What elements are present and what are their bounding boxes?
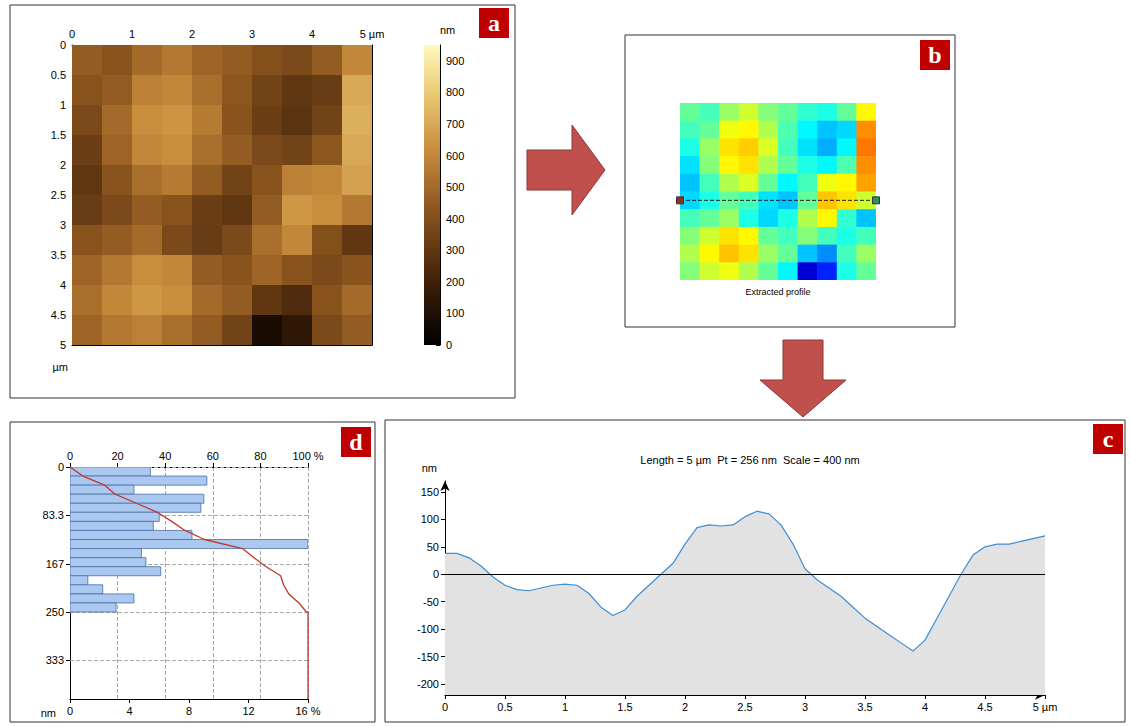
svg-text:0: 0 (442, 701, 448, 713)
svg-text:300: 300 (446, 244, 464, 256)
svg-text:a: a (488, 10, 500, 36)
svg-text:2.5: 2.5 (51, 189, 66, 201)
svg-text:100: 100 (421, 513, 439, 525)
svg-text:c: c (1103, 426, 1114, 452)
svg-text:0: 0 (67, 705, 73, 717)
svg-text:4: 4 (60, 279, 66, 291)
svg-text:0: 0 (60, 39, 66, 51)
svg-text:100: 100 (446, 307, 464, 319)
svg-text:200: 200 (446, 276, 464, 288)
svg-text:400: 400 (446, 213, 464, 225)
svg-text:60: 60 (207, 450, 219, 462)
svg-text:-50: -50 (423, 596, 439, 608)
svg-text:nm: nm (41, 707, 56, 719)
svg-text:1: 1 (129, 28, 135, 40)
svg-text:nm: nm (422, 462, 437, 474)
svg-text:2: 2 (189, 28, 195, 40)
svg-text:333: 333 (46, 654, 64, 666)
svg-text:83.3: 83.3 (43, 509, 64, 521)
svg-text:4: 4 (126, 705, 132, 717)
svg-text:2: 2 (60, 159, 66, 171)
svg-text:1: 1 (562, 701, 568, 713)
svg-text:1.5: 1.5 (51, 129, 66, 141)
svg-text:0.5: 0.5 (497, 701, 512, 713)
svg-text:0: 0 (69, 28, 75, 40)
svg-text:3: 3 (249, 28, 255, 40)
svg-text:5: 5 (60, 339, 66, 351)
svg-text:900: 900 (446, 55, 464, 67)
svg-text:80: 80 (254, 450, 266, 462)
svg-text:5 µm: 5 µm (360, 28, 385, 40)
svg-text:167: 167 (46, 558, 64, 570)
svg-text:500: 500 (446, 181, 464, 193)
svg-text:600: 600 (446, 150, 464, 162)
svg-text:100 %: 100 % (292, 450, 323, 462)
svg-text:16 %: 16 % (295, 705, 320, 717)
svg-text:nm: nm (440, 24, 455, 36)
svg-text:µm: µm (52, 361, 68, 373)
svg-text:12: 12 (242, 705, 254, 717)
svg-text:4.5: 4.5 (51, 309, 66, 321)
svg-text:1: 1 (60, 99, 66, 111)
svg-text:40: 40 (159, 450, 171, 462)
svg-text:-100: -100 (417, 623, 439, 635)
svg-text:4: 4 (922, 701, 928, 713)
svg-text:b: b (928, 42, 941, 68)
svg-text:8: 8 (186, 705, 192, 717)
svg-text:2.5: 2.5 (737, 701, 752, 713)
svg-text:0: 0 (58, 461, 64, 473)
svg-text:0: 0 (433, 568, 439, 580)
svg-text:50: 50 (427, 541, 439, 553)
svg-text:250: 250 (46, 606, 64, 618)
svg-text:-200: -200 (417, 678, 439, 690)
svg-text:800: 800 (446, 86, 464, 98)
svg-text:0.5: 0.5 (51, 69, 66, 81)
svg-text:3: 3 (60, 219, 66, 231)
svg-text:Extracted profile: Extracted profile (745, 287, 810, 297)
svg-text:1.5: 1.5 (617, 701, 632, 713)
svg-text:0: 0 (67, 450, 73, 462)
svg-text:5 µm: 5 µm (1033, 701, 1058, 713)
svg-text:3.5: 3.5 (857, 701, 872, 713)
svg-text:d: d (349, 429, 363, 455)
svg-text:150: 150 (421, 486, 439, 498)
svg-text:4.5: 4.5 (977, 701, 992, 713)
svg-text:3: 3 (802, 701, 808, 713)
svg-text:0: 0 (446, 339, 452, 351)
svg-text:20: 20 (111, 450, 123, 462)
svg-text:4: 4 (309, 28, 315, 40)
svg-text:3.5: 3.5 (51, 249, 66, 261)
svg-text:Length = 5 µm Pt = 256 nm Sc: Length = 5 µm Pt = 256 nm Scale = 400 nm (640, 454, 859, 466)
svg-text:700: 700 (446, 118, 464, 130)
svg-text:2: 2 (682, 701, 688, 713)
svg-text:-150: -150 (417, 651, 439, 663)
